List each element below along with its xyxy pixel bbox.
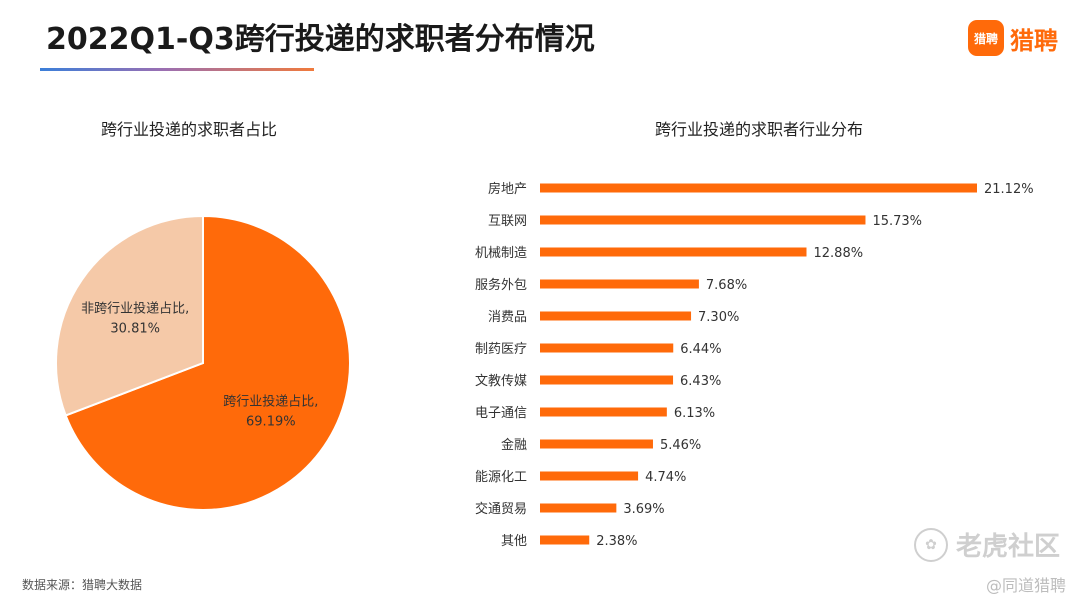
pie-value-label: 69.19% <box>246 415 296 430</box>
bar-value-label: 4.74% <box>645 470 686 485</box>
paw-icon: ✿ <box>913 527 948 562</box>
bar-value-label: 12.88% <box>814 246 864 261</box>
bar-category-label: 电子通信 <box>475 406 527 421</box>
bar-category-label: 文教传媒 <box>475 373 527 389</box>
bar <box>540 311 692 321</box>
pie-value-label: 30.81% <box>110 321 160 336</box>
bar-category-label: 其他 <box>501 534 527 549</box>
watermark-text: 老虎社区 <box>955 532 1060 562</box>
bar-value-label: 15.73% <box>872 214 922 229</box>
pie-slice <box>64 214 351 511</box>
bar <box>540 375 674 385</box>
bar-category-label: 服务外包 <box>475 277 527 293</box>
data-source: 数据来源：猎聘大数据 <box>22 578 143 592</box>
bar <box>540 439 653 449</box>
bar-category-label: 交通贸易 <box>475 501 527 517</box>
pie-label: 跨行业投递占比, <box>223 394 318 410</box>
handle-text: @同道猎聘 <box>985 576 1066 595</box>
pie-label: 非跨行业投递占比, <box>81 300 189 316</box>
bar-value-label: 6.44% <box>680 342 721 357</box>
bar-value-label: 5.46% <box>660 438 701 453</box>
bar-value-label: 6.13% <box>674 406 715 421</box>
title-underline <box>40 68 314 71</box>
pie-slice <box>55 214 204 417</box>
bar <box>540 503 617 513</box>
bar-category-label: 互联网 <box>488 214 527 229</box>
bar <box>540 247 807 257</box>
bar <box>540 535 590 545</box>
bar-category-label: 消费品 <box>488 310 527 325</box>
bar <box>540 183 977 193</box>
brand-name: 猎聘 <box>1010 26 1058 55</box>
bar-category-label: 能源化工 <box>475 470 527 485</box>
bar-category-label: 制药医疗 <box>475 342 527 357</box>
bar-value-label: 7.68% <box>706 278 747 293</box>
bar-chart-title: 跨行业投递的求职者行业分布 <box>654 120 864 139</box>
bar-value-label: 7.30% <box>698 310 739 325</box>
bar-category-label: 金融 <box>501 437 527 453</box>
bar-value-label: 21.12% <box>984 182 1034 197</box>
bar <box>540 343 674 353</box>
bar-value-label: 3.69% <box>623 502 664 517</box>
watermark: ✿ 老虎社区 <box>913 526 1060 563</box>
brand: 猎聘 猎聘 <box>968 20 1058 56</box>
bar-value-label: 6.43% <box>680 374 721 389</box>
brand-logo-icon: 猎聘 <box>968 20 1004 56</box>
bar <box>540 215 866 225</box>
bar <box>540 471 639 481</box>
page-title: 2022Q1-Q3跨行投递的求职者分布情况 <box>46 22 595 57</box>
bar <box>540 407 667 417</box>
bar <box>540 279 699 289</box>
bar-category-label: 机械制造 <box>475 246 527 261</box>
bar-value-label: 2.38% <box>596 534 637 549</box>
pie-chart-title: 跨行业投递的求职者占比 <box>100 120 278 139</box>
bar-category-label: 房地产 <box>488 181 527 197</box>
